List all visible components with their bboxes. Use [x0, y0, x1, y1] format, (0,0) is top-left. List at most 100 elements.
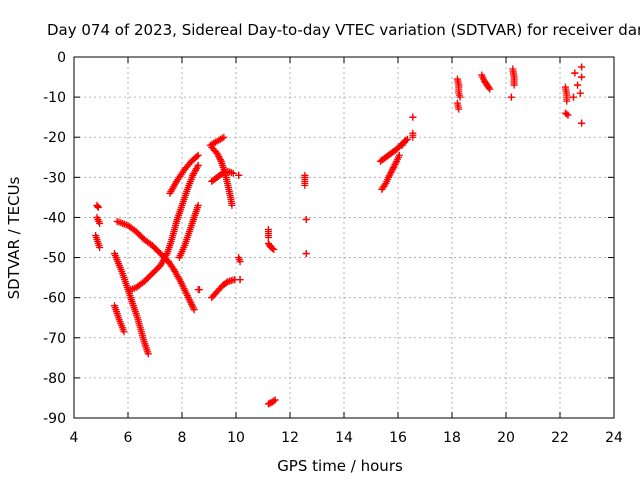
data-point-marker — [190, 306, 198, 314]
data-point-marker — [386, 170, 394, 178]
data-point-marker — [194, 201, 202, 209]
data-point-marker — [196, 286, 204, 294]
data-point-marker — [456, 93, 464, 101]
data-point-marker — [217, 170, 225, 178]
data-point-marker — [578, 63, 586, 71]
data-point-marker — [120, 328, 128, 336]
data-point-marker — [301, 181, 309, 189]
data-point-marker — [578, 73, 586, 81]
data-point-marker — [96, 244, 104, 252]
series-arc-early-b — [111, 302, 128, 336]
data-point-marker — [455, 105, 463, 113]
y-tick-label: -80 — [43, 371, 66, 387]
data-point-marker — [485, 84, 493, 92]
data-point-marker — [214, 151, 222, 159]
data-point-marker — [564, 111, 572, 119]
data-point-marker — [387, 169, 395, 177]
data-point-marker — [578, 119, 586, 127]
data-markers — [92, 63, 586, 408]
data-point-marker — [391, 160, 399, 168]
data-point-marker — [563, 110, 571, 118]
y-tick-label: 0 — [57, 50, 66, 66]
data-point-marker — [302, 215, 310, 223]
axis-ticks: 4 6 8 10 12 14 16 18 20 22 24 0 -10 -20 -30 -40 -50 -60 -7… — [43, 50, 623, 446]
data-point-marker — [270, 246, 278, 254]
series-arc-desc-1 — [111, 250, 152, 358]
series-arc-desc-2 — [113, 217, 198, 314]
data-point-marker — [223, 279, 231, 287]
data-point-marker — [268, 245, 276, 253]
data-point-marker — [194, 161, 202, 169]
series-arc-18h — [453, 75, 464, 113]
x-tick-label: 22 — [551, 430, 569, 446]
data-point-marker — [409, 113, 417, 121]
data-point-marker — [229, 169, 237, 177]
x-tick-label: 10 — [227, 430, 245, 446]
data-point-marker — [213, 149, 221, 157]
x-tick-label: 16 — [389, 430, 407, 446]
data-point-marker — [571, 69, 579, 77]
x-axis-label: GPS time / hours — [277, 457, 403, 475]
data-point-marker — [401, 137, 409, 145]
data-point-marker — [395, 151, 403, 159]
series-arc-19h — [478, 71, 494, 93]
y-tick-label: -50 — [43, 251, 66, 267]
series-arc-15h-b — [378, 151, 403, 193]
x-tick-label: 4 — [70, 430, 79, 446]
data-point-marker — [220, 133, 228, 141]
series-arc-10h — [235, 171, 244, 284]
x-tick-label: 6 — [124, 430, 133, 446]
series-arc-20h — [507, 65, 518, 101]
series-arc-asc-3 — [175, 201, 202, 262]
x-tick-label: 18 — [443, 430, 461, 446]
data-point-marker — [389, 164, 397, 172]
data-point-marker — [94, 202, 102, 210]
y-tick-label: -90 — [43, 411, 66, 427]
series-arc-early-a — [92, 201, 104, 252]
x-tick-label: 24 — [605, 430, 623, 446]
data-point-marker — [392, 159, 400, 167]
series-arc-9h-c — [208, 167, 237, 185]
data-point-marker — [216, 156, 224, 164]
data-point-marker — [507, 93, 515, 101]
series-arc-11h — [264, 225, 279, 408]
data-point-marker — [302, 250, 310, 258]
x-tick-label: 20 — [497, 430, 515, 446]
data-point-marker — [194, 151, 202, 159]
grid — [74, 57, 614, 418]
y-tick-label: -30 — [43, 170, 66, 186]
data-point-marker — [390, 162, 398, 170]
series-arc-22h-a — [561, 83, 572, 119]
data-point-marker — [388, 167, 396, 175]
x-tick-label: 12 — [281, 430, 299, 446]
y-tick-label: -70 — [43, 331, 66, 347]
series-arc-9h-d — [208, 276, 239, 302]
data-point-marker — [270, 397, 278, 405]
data-point-marker — [381, 181, 389, 189]
data-point-marker — [510, 81, 518, 89]
series-arc-9h-a — [206, 133, 228, 149]
data-point-marker — [409, 133, 417, 141]
data-point-marker — [563, 97, 571, 105]
data-point-marker — [144, 350, 152, 358]
data-point-marker — [193, 163, 201, 171]
data-point-marker — [228, 201, 236, 209]
data-point-marker — [94, 203, 102, 211]
data-point-marker — [400, 139, 408, 147]
data-point-marker — [235, 171, 243, 179]
data-point-marker — [193, 152, 201, 160]
data-point-marker — [570, 93, 577, 101]
data-point-marker — [96, 219, 104, 227]
series-arc-mid-isolated — [194, 286, 204, 294]
data-point-marker — [385, 173, 393, 181]
data-point-marker — [215, 152, 223, 160]
y-tick-label: -40 — [43, 210, 66, 226]
data-point-marker — [236, 276, 244, 284]
y-tick-label: -10 — [43, 90, 66, 106]
chart-title: Day 074 of 2023, Sidereal Day-to-day VTE… — [47, 21, 640, 39]
series-arc-22h-b — [570, 63, 586, 127]
series-arc-15h-a — [376, 135, 411, 165]
series-arc-asc-1 — [127, 161, 202, 294]
series-arc-asc-2 — [166, 151, 202, 197]
series-arc-12h — [301, 171, 310, 258]
